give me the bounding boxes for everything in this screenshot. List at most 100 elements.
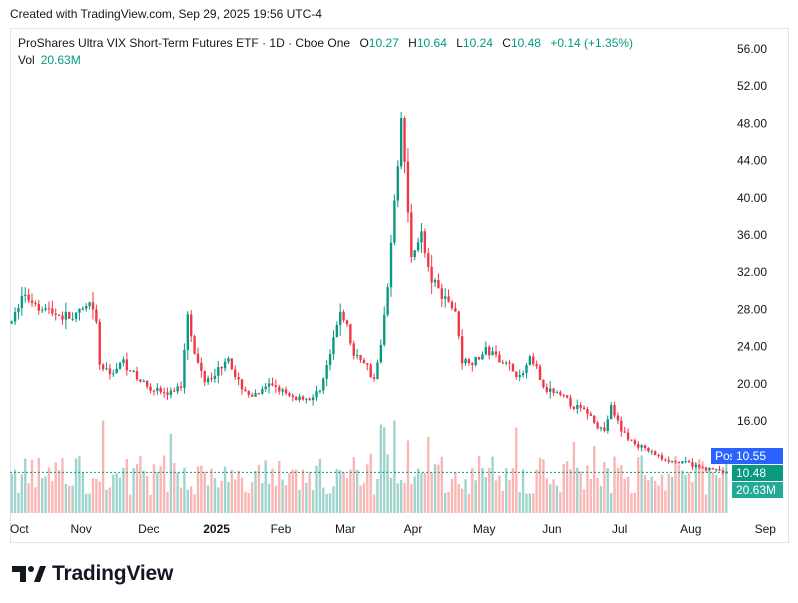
volume-bar <box>444 492 447 513</box>
volume-bar <box>162 455 166 513</box>
volume-bar <box>68 485 71 513</box>
volume-bar <box>620 465 623 513</box>
volume-bar <box>647 480 650 513</box>
volume-bar <box>674 456 677 513</box>
candle-body <box>149 386 152 391</box>
volume-bar <box>447 491 450 513</box>
candle-body <box>203 370 206 383</box>
candle-body <box>227 358 230 362</box>
volume-bar <box>606 468 609 513</box>
volume-bar <box>159 466 162 513</box>
volume-bar <box>359 485 362 513</box>
volume-bar <box>389 477 393 513</box>
candle-body <box>444 296 447 299</box>
volume-bar <box>576 467 579 513</box>
volume-bar <box>264 460 267 513</box>
volume-bar <box>274 485 278 513</box>
candle-body <box>464 359 467 364</box>
volume-bar <box>186 489 189 513</box>
x-tick-label: Dec <box>138 522 159 536</box>
volume-bar <box>423 472 427 513</box>
candle-body <box>328 354 332 365</box>
volume-bar <box>467 493 471 513</box>
volume-bar <box>315 465 318 513</box>
volume-bar <box>349 469 352 513</box>
volume-bar <box>366 464 369 513</box>
candle-body <box>78 308 81 313</box>
candle-body <box>555 392 559 394</box>
volume-bar <box>379 424 383 513</box>
volume-bar <box>325 493 328 513</box>
candle-body <box>105 368 108 370</box>
volume-bar <box>118 477 122 513</box>
candle-body <box>27 294 30 301</box>
volume-bar <box>13 469 17 513</box>
volume-bar <box>173 462 176 513</box>
y-tick-label: 52.00 <box>737 79 767 93</box>
volume-bar <box>399 479 403 513</box>
candle-body <box>366 362 369 365</box>
candle-body <box>37 304 40 311</box>
candle-body <box>339 312 342 326</box>
volume-bar <box>711 471 714 513</box>
volume-bar <box>345 478 349 513</box>
volume-bar <box>339 470 342 513</box>
candle-body <box>322 378 325 391</box>
candle-body <box>420 231 423 243</box>
candle-body <box>410 212 413 258</box>
candle-body <box>135 371 139 380</box>
volume-bar <box>681 470 684 513</box>
volume-bar <box>200 465 203 513</box>
candle-body <box>454 308 457 312</box>
volume-bar <box>691 482 694 513</box>
volume-bar <box>430 472 433 513</box>
candle-body <box>108 368 112 375</box>
candle-body <box>349 324 352 344</box>
volume-bar <box>308 471 311 513</box>
candle-body <box>294 397 298 400</box>
candle-body <box>173 390 176 392</box>
candle-body <box>494 351 498 355</box>
volume-bar <box>433 464 437 513</box>
x-tick-label: Feb <box>271 522 292 536</box>
volume-bar <box>562 464 565 513</box>
volume-bar <box>71 485 74 513</box>
candle-body <box>13 312 17 322</box>
candle-body <box>471 363 474 366</box>
candle-body <box>47 308 51 310</box>
candle-body <box>372 377 376 380</box>
volume-bar <box>156 472 159 513</box>
volume-bar <box>145 475 149 513</box>
created-caption: Created with TradingView.com, Sep 29, 20… <box>10 7 322 21</box>
candle-body <box>488 347 491 356</box>
tradingview-logo-icon <box>12 564 46 584</box>
candle-body <box>30 300 34 303</box>
high-label: H <box>408 36 417 50</box>
volume-bar <box>701 461 704 513</box>
candle-body <box>413 250 416 258</box>
candle-body <box>318 390 322 392</box>
candle-body <box>254 393 257 397</box>
candle-body <box>139 379 142 382</box>
tradingview-brand[interactable]: TradingView <box>12 562 173 586</box>
volume-bar <box>355 469 359 513</box>
candle-body <box>159 387 162 393</box>
candle-body <box>579 405 582 408</box>
volume-bar <box>694 463 698 513</box>
candle-body <box>220 366 223 369</box>
candle-body <box>98 321 101 365</box>
candle-body <box>552 388 555 393</box>
candle-body <box>562 394 565 396</box>
volume-bar <box>518 492 521 513</box>
volume-bar <box>565 461 569 513</box>
volume-bar <box>142 470 145 513</box>
volume-bar <box>640 455 643 513</box>
candle-body <box>525 365 528 374</box>
y-tick-label: 24.00 <box>737 340 767 354</box>
symbol-legend: ProShares Ultra VIX Short-Term Futures E… <box>18 36 633 50</box>
volume-bar <box>105 489 108 513</box>
candle-body <box>206 378 210 383</box>
candle-body <box>626 432 630 440</box>
open-value: 10.27 <box>368 36 399 50</box>
